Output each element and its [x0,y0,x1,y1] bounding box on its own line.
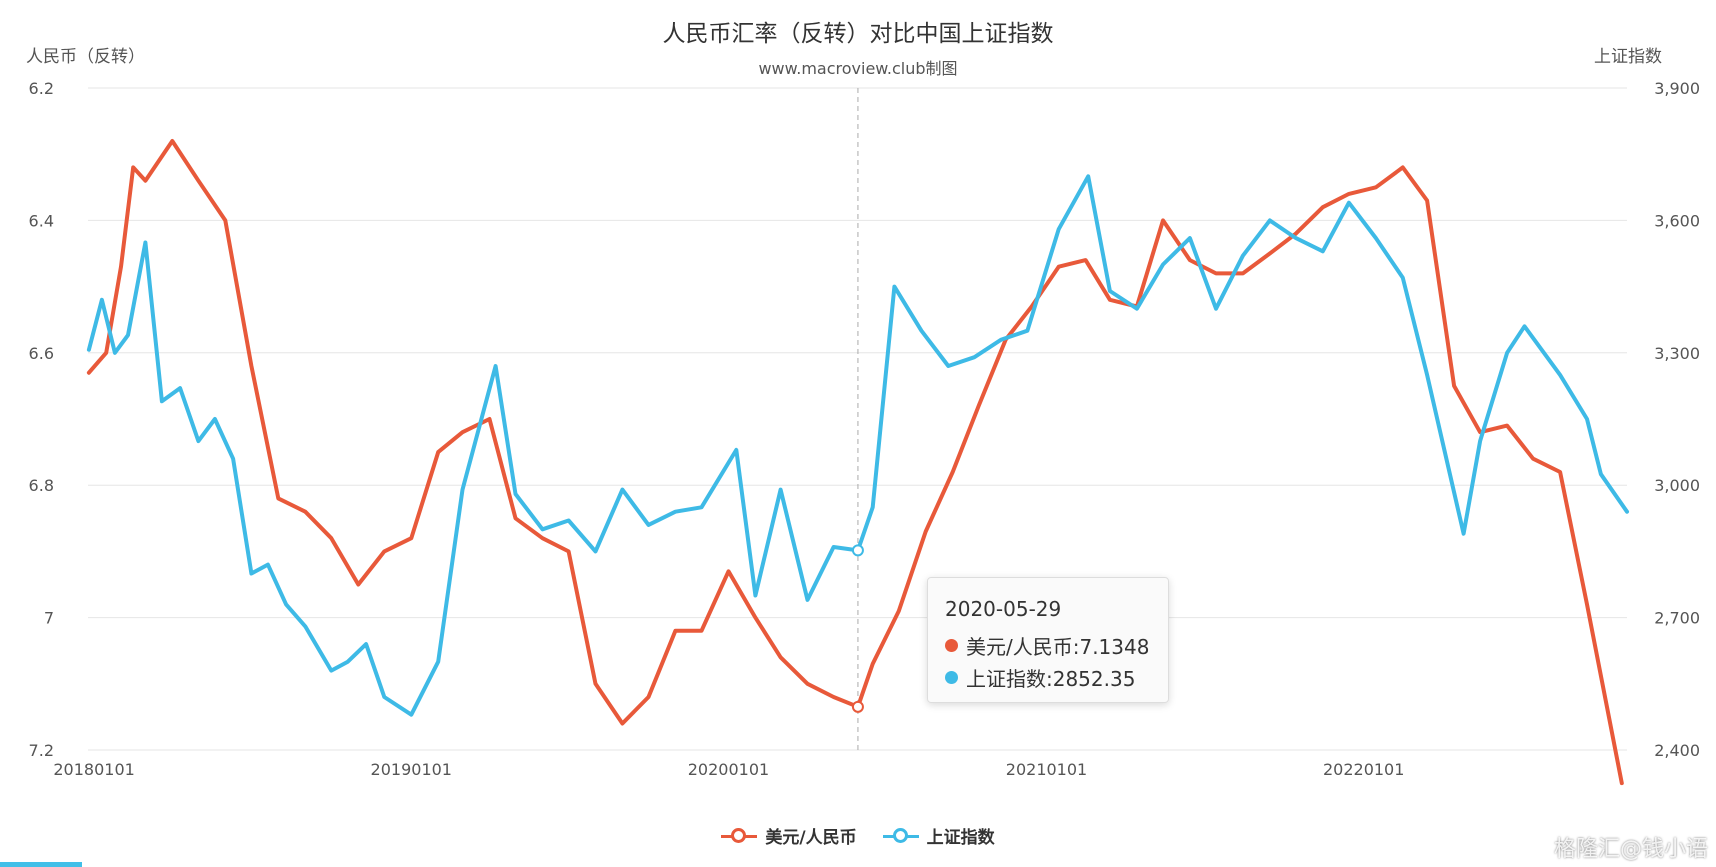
y-right-tick-label: 2,700 [1654,609,1700,628]
chart-subtitle: www.macroview.club制图 [758,59,958,78]
legend: 美元/人民币 上证指数 [0,823,1716,848]
tooltip-value-series2: 上证指数:2852.35 [966,667,1136,691]
series2-dot-icon [945,671,958,684]
y-right-tick-label: 3,600 [1654,211,1700,230]
y-right-tick-label: 3,000 [1654,476,1700,495]
watermark: 格隆汇@钱小语 [1553,837,1708,862]
y-right-tick-label: 2,400 [1654,741,1700,760]
legend-item-sse[interactable]: 上证指数 [882,823,995,848]
left-axis-name: 人民币（反转） [26,47,145,67]
y-right-tick-label: 3,900 [1654,79,1700,98]
y-left-tick-label: 6.6 [29,344,54,363]
chart-title: 人民币汇率（反转）对比中国上证指数 [662,21,1054,47]
tooltip-value-series1: 美元/人民币:7.1348 [966,635,1150,659]
right-axis-name: 上证指数 [1594,47,1662,67]
x-tick-label: 20180101 [53,760,134,779]
series-line-usdcny [86,139,1624,786]
y-right-tick-label: 3,300 [1654,344,1700,363]
scroll-indicator [0,862,82,867]
y-left-tick-label: 6.4 [29,211,54,230]
y-left-tick-label: 7 [44,609,54,628]
tooltip: 2020-05-29 美元/人民币:7.1348 上证指数:2852.35 [927,577,1169,703]
hover-point [851,544,864,557]
line-circle-icon [721,827,758,844]
hover-point [851,700,864,713]
tooltip-date: 2020-05-29 [945,597,1062,621]
legend-item-usdcny[interactable]: 美元/人民币 [721,823,857,848]
series-line-sse [86,174,1629,717]
line-circle-icon [882,827,919,844]
x-tick-label: 20190101 [371,760,452,779]
y-left-tick-label: 6.2 [29,79,54,98]
series1-dot-icon [945,639,958,652]
x-tick-label: 20200101 [688,760,769,779]
y-left-tick-label: 6.8 [29,476,54,495]
x-tick-label: 20220101 [1323,760,1404,779]
y-left-tick-label: 7.2 [29,741,54,760]
legend-label-sse: 上证指数 [926,828,995,848]
tooltip-row-series1: 美元/人民币:7.1348 [945,631,1149,660]
x-tick-label: 20210101 [1006,760,1087,779]
legend-label-usdcny: 美元/人民币 [765,828,857,848]
tooltip-row-series2: 上证指数:2852.35 [945,663,1135,692]
